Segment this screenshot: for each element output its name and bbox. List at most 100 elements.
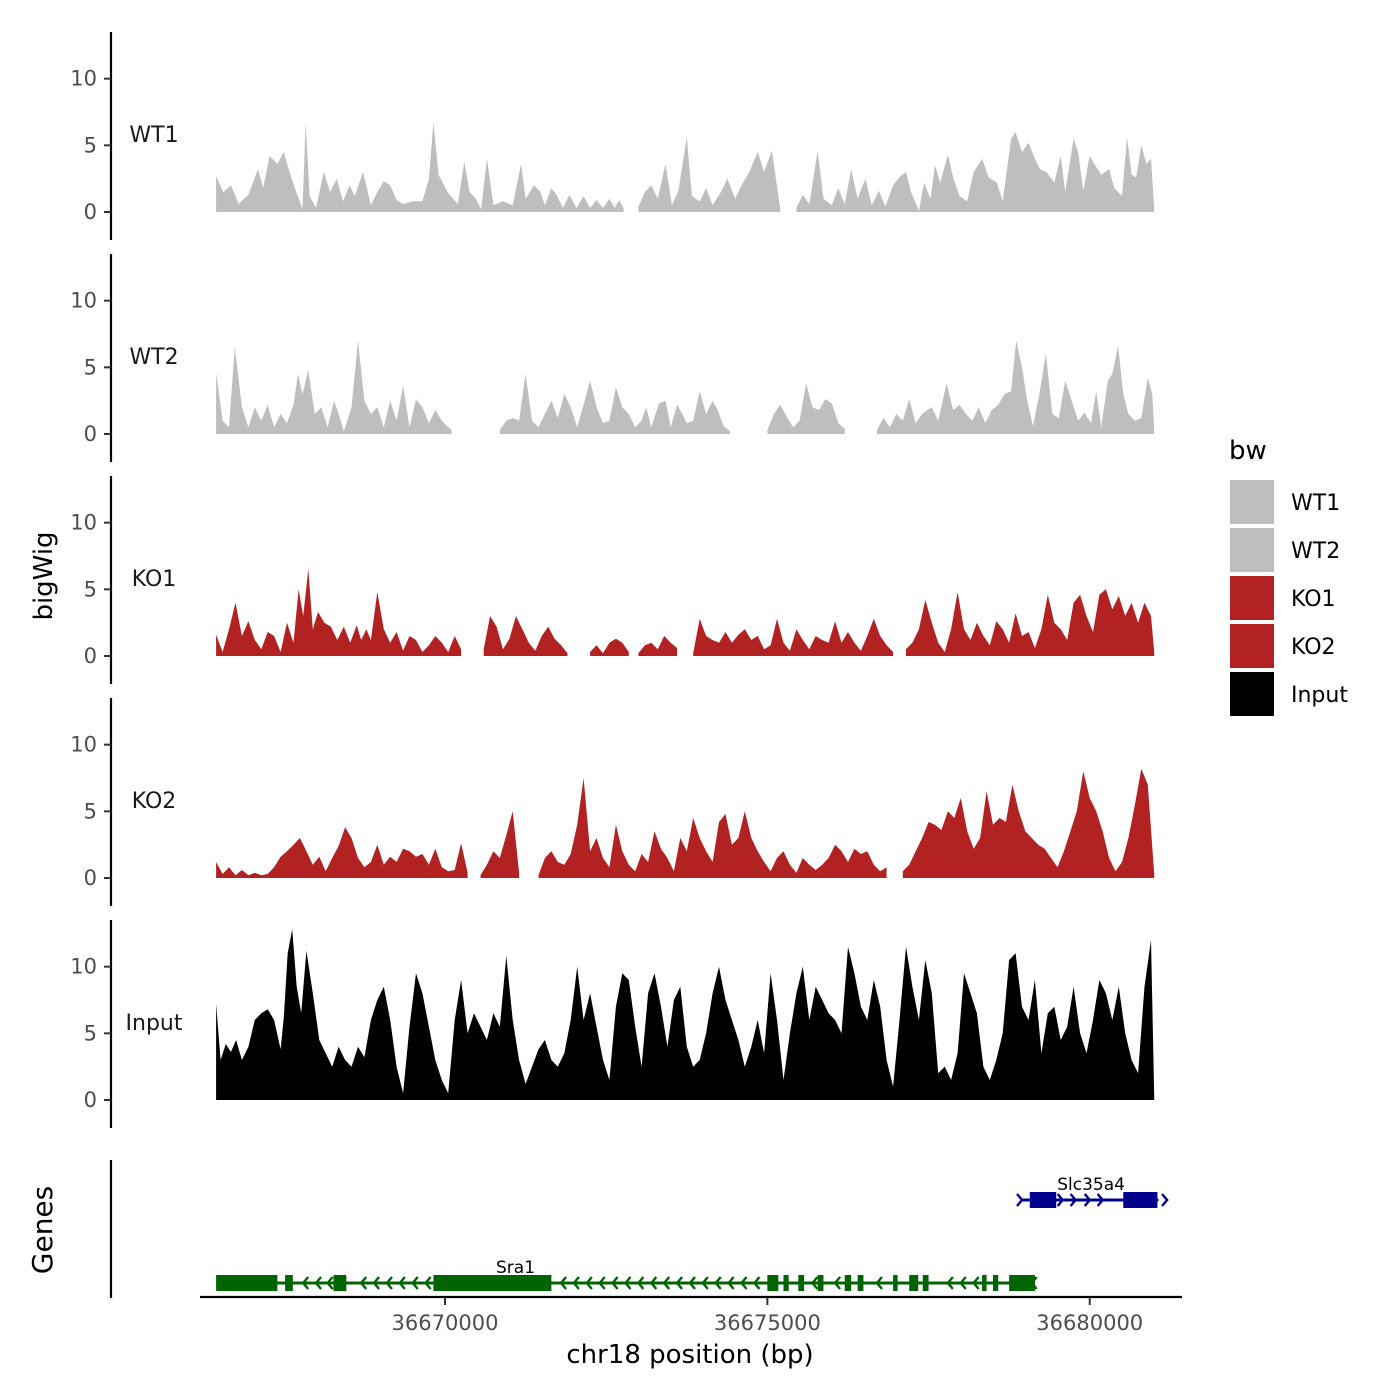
gene-exon [857,1275,864,1291]
gene-exon [783,1275,789,1291]
gene-exon [333,1275,347,1291]
strand-arrow [424,1276,432,1290]
y-tick-label: 10 [70,67,97,91]
signal-area-ko1 [483,616,568,656]
gene-exon [922,1275,929,1291]
x-tick-label: 36680000 [1036,1311,1143,1335]
y-tick-label: 10 [70,955,97,979]
strand-arrow [714,1276,722,1290]
track-label: WT1 [129,123,178,148]
signal-area-wt1 [216,122,624,212]
signal-area-ko2 [538,778,887,878]
gene-exon [1123,1192,1158,1208]
y-tick-label: 0 [84,200,97,224]
signal-area-wt1 [638,137,781,212]
y-tick-label: 5 [84,1021,97,1045]
signal-area-ko2 [480,811,520,878]
strand-arrow [1016,1193,1024,1207]
gene-name-label: Slc35a4 [1057,1175,1125,1195]
legend-label: WT1 [1291,491,1340,516]
y-tick-label: 5 [84,355,97,379]
strand-arrow [559,1276,567,1290]
gene-exon [1009,1275,1035,1291]
gene-exon [844,1275,852,1291]
y-tick-label: 5 [84,799,97,823]
strand-arrow [1096,1193,1105,1207]
x-axis-label: chr18 position (bp) [566,1340,813,1370]
strand-arrow [662,1276,671,1290]
strand-arrow [1056,1193,1065,1207]
track-wt1: 0 5 10 WT1 [70,32,1155,240]
signal-area-wt2 [499,374,730,434]
genes-axis-label: Genes [26,1186,59,1274]
strand-arrow [623,1276,632,1290]
signal-area-ko2 [216,827,468,878]
gene-exon [993,1275,999,1291]
legend-swatch [1230,624,1274,668]
signal-area-ko2 [902,768,1155,878]
x-axis: 36670000 36675000 36680000 [200,1295,1182,1335]
track-ko1: 0 5 10 KO1 [70,476,1155,684]
y-tick-label: 0 [84,1088,97,1112]
track-label: Input [126,1011,183,1036]
legend-label: Input [1291,683,1348,708]
strand-arrow [359,1276,368,1290]
legend-item-ko2: KO2 [1230,624,1336,668]
y-tick-label: 5 [84,577,97,601]
strand-arrow [1151,1193,1159,1207]
gene-exon [909,1275,919,1291]
strand-arrow [1030,1276,1038,1290]
legend-item-ko1: KO1 [1230,576,1336,620]
gene-exon [817,1275,824,1291]
legend-item-wt2: WT2 [1230,528,1340,572]
signal-area-ko1 [216,569,462,656]
strand-arrow [1083,1193,1092,1207]
legend-swatch [1230,480,1274,524]
gene-exon [1029,1192,1057,1208]
strand-arrow [411,1276,419,1290]
y-tick-label: 0 [84,644,97,668]
signal-tracks: 0 5 10 WT1 0 5 10 WT2 0 5 10 KO1 0 5 10 KO2 0 5 10 Input [70,32,1155,1128]
strand-arrow [611,1276,619,1290]
strand-arrow [1161,1193,1169,1207]
strand-arrow [701,1276,709,1290]
track-label: KO1 [132,567,177,592]
signal-area-ko1 [906,589,1155,656]
legend-item-wt1: WT1 [1230,480,1340,524]
legend-title: bw [1229,436,1267,466]
strand-arrow [675,1276,684,1290]
gene-exon [767,1275,779,1291]
signal-area-wt2 [216,340,452,434]
gene-exon [216,1275,278,1291]
gene-slc35a4: Slc35a4 [1016,1175,1169,1208]
gene-exon [893,1275,898,1291]
y-tick-label: 10 [70,511,97,535]
legend-swatch [1230,528,1274,572]
strand-arrow [972,1276,980,1290]
strand-arrow [598,1276,606,1290]
gene-exon [982,1275,987,1291]
strand-arrow [740,1276,748,1290]
strand-arrow [372,1276,381,1290]
y-axis-label: bigWig [29,531,59,620]
strand-arrow [752,1276,761,1290]
strand-arrow [398,1276,406,1290]
x-tick-label: 36675000 [714,1311,821,1335]
gene-exon [798,1275,805,1291]
x-tick-label: 36670000 [392,1311,499,1335]
gene-track: Sra1 Slc35a4 [109,1160,1169,1298]
legend-swatch [1230,576,1274,620]
signal-area-ko1 [590,638,629,656]
strand-arrow [572,1276,580,1290]
signal-area-wt2 [877,340,1155,434]
strand-arrow [314,1276,322,1290]
track-label: WT2 [129,345,178,370]
strand-arrow [946,1276,954,1290]
signal-area-wt2 [767,383,845,434]
strand-arrow [875,1276,883,1290]
gene-name-label: Sra1 [496,1258,535,1278]
strand-arrow [727,1276,735,1290]
track-label: KO2 [132,789,177,814]
gene-exon [285,1275,293,1291]
signal-area-ko1 [638,636,678,656]
